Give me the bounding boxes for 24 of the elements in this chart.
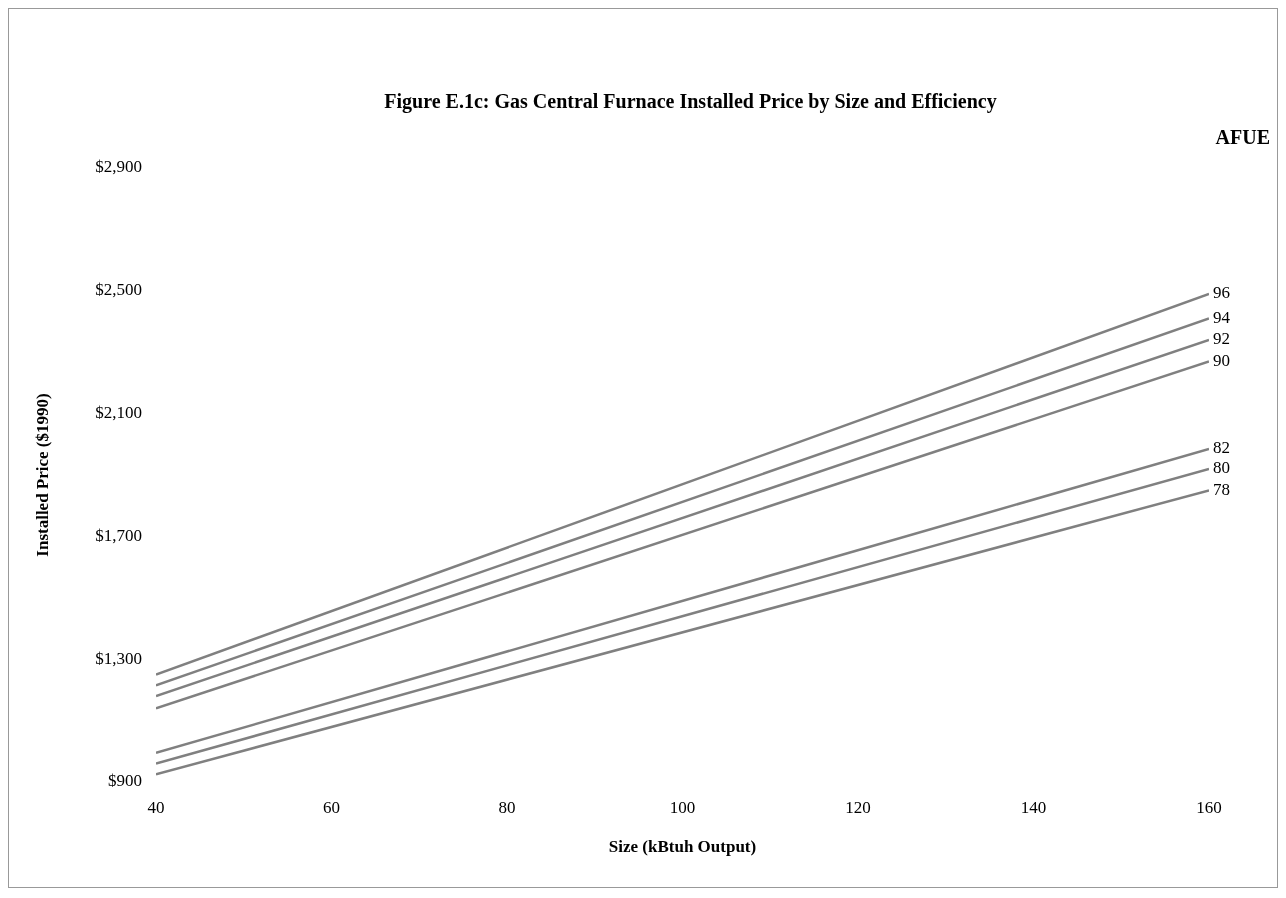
series-label: 90 <box>1213 350 1230 370</box>
y-tick-label: $900 <box>108 771 142 791</box>
x-tick-label: 140 <box>1020 797 1047 817</box>
legend-title: AFUE <box>1215 126 1270 149</box>
x-axis-title: Size (kBtuh Output) <box>608 837 757 857</box>
x-tick-label: 120 <box>845 797 871 817</box>
series-label: 94 <box>1213 307 1231 327</box>
y-tick-label: $1,300 <box>95 648 142 668</box>
series-label: 78 <box>1213 479 1230 499</box>
y-tick-label: $2,100 <box>95 403 142 423</box>
y-tick-label: $2,500 <box>95 280 142 300</box>
x-tick-label: 60 <box>323 797 340 817</box>
chart-title: Figure E.1c: Gas Central Furnace Installed Price by Size and Efficiency <box>384 90 997 114</box>
x-tick-label: 100 <box>669 797 696 817</box>
y-axis-title: Installed Price ($1990) <box>32 393 52 557</box>
y-tick-label: $1,700 <box>95 525 142 545</box>
series-label: 92 <box>1213 329 1230 349</box>
y-tick-label: $2,900 <box>95 157 142 177</box>
series-label: 80 <box>1213 458 1230 478</box>
series-label: 82 <box>1213 438 1230 458</box>
x-tick-label: 40 <box>147 797 165 817</box>
x-tick-label: 160 <box>1196 797 1222 817</box>
x-tick-label: 80 <box>498 797 516 817</box>
series-label: 96 <box>1213 283 1230 303</box>
